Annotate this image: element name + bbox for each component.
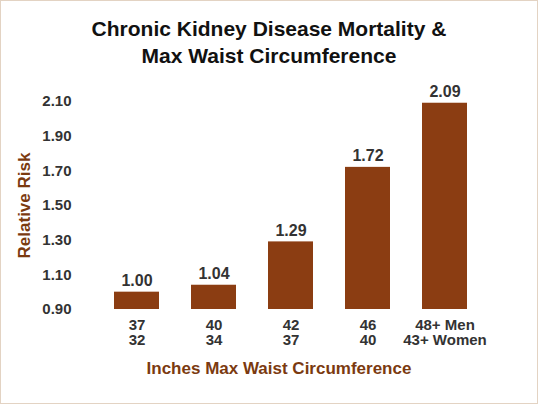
svg-text:1.72: 1.72 xyxy=(352,147,383,164)
svg-text:1.90: 1.90 xyxy=(42,127,71,144)
svg-text:4640: 4640 xyxy=(360,316,377,348)
html-text:Chronic Kidney Disease Mortali: Chronic Kidney Disease Mortality & Max W… xyxy=(91,17,447,67)
svg-text:4237: 4237 xyxy=(283,316,300,348)
svg-text:2.09: 2.09 xyxy=(429,83,460,100)
svg-text:1.04: 1.04 xyxy=(198,265,229,282)
svg-text:1.30: 1.30 xyxy=(42,231,71,248)
svg-text:1.10: 1.10 xyxy=(42,266,71,283)
svg-text:1.00: 1.00 xyxy=(121,272,152,289)
html-text:Inches Max Waist Circumference: Inches Max Waist Circumference xyxy=(146,359,412,378)
svg-text:4034: 4034 xyxy=(206,316,223,348)
svg-text:1.70: 1.70 xyxy=(42,162,71,179)
svg-text:1.29: 1.29 xyxy=(275,222,306,239)
svg-text:3732: 3732 xyxy=(129,316,146,348)
svg-text:1.50: 1.50 xyxy=(42,196,71,213)
svg-text:2.10: 2.10 xyxy=(42,92,71,109)
svg-text:48+ Men43+ Women: 48+ Men43+ Women xyxy=(403,316,487,348)
svg-text:Relative Risk: Relative Risk xyxy=(15,152,34,258)
svg-text:0.90: 0.90 xyxy=(42,300,71,317)
